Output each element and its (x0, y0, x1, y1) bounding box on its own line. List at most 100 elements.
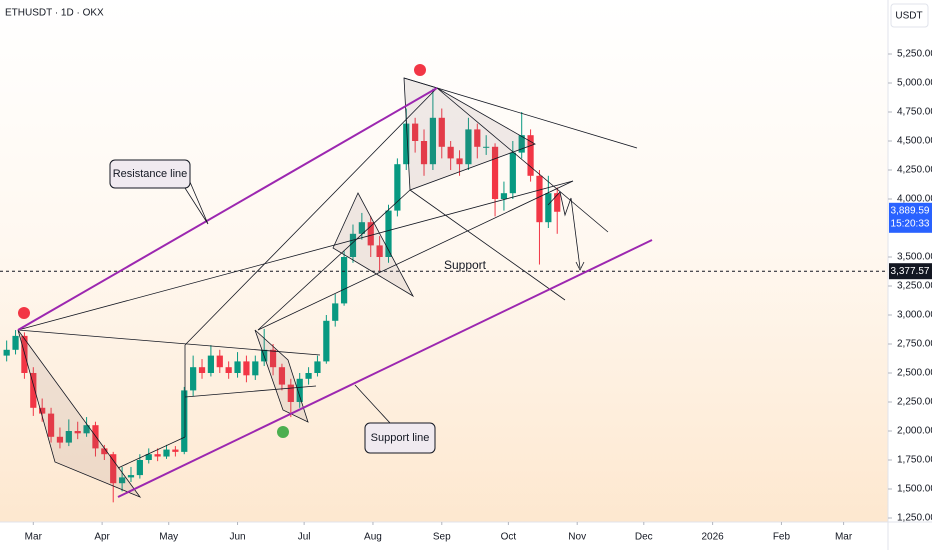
triangle (17, 329, 142, 498)
y-tick-label: 1,500.00 (897, 484, 932, 495)
candle-body (527, 135, 534, 176)
candle-body (207, 355, 215, 373)
x-tick-label: May (159, 532, 178, 543)
trend-line (17, 329, 321, 356)
trend-line (436, 87, 609, 233)
candle-body (136, 459, 143, 476)
y-tick-label: 3,250.00 (897, 281, 932, 292)
candle-body (198, 367, 206, 373)
y-tick-label: 1,250.00 (897, 513, 932, 524)
x-tick-label: Sep (433, 532, 451, 543)
callout-label: Support line (371, 432, 430, 444)
candle-body (447, 146, 454, 159)
candle-body (394, 164, 401, 211)
y-tick-label: 2,500.00 (897, 368, 932, 379)
candle-body (234, 361, 241, 373)
candle-body (305, 372, 312, 379)
signal-dot (414, 64, 426, 76)
time-axis-bg (0, 522, 932, 550)
candle-body (509, 152, 516, 194)
x-tick-label: Jul (298, 532, 311, 543)
price-line-label: 3,377.57 (891, 266, 930, 277)
candle-body (154, 454, 161, 457)
y-tick-label: 4,250.00 (897, 165, 932, 176)
candle-body (429, 117, 437, 165)
candle-body (545, 193, 552, 223)
candle-body (127, 475, 135, 478)
candle-body (332, 303, 339, 321)
candle-body (554, 193, 561, 212)
candle-body (172, 449, 179, 452)
x-tick-label: Aug (364, 532, 382, 543)
x-tick-label: Jun (229, 532, 245, 543)
y-tick-label: 2,250.00 (897, 397, 932, 408)
trend-line (184, 385, 317, 398)
candle-body (278, 367, 286, 385)
candle-body (287, 384, 294, 402)
candle-body (39, 407, 46, 414)
candle-body (323, 320, 330, 362)
candle-body (145, 454, 152, 460)
candle-body (92, 425, 99, 449)
callout-box (109, 159, 191, 189)
arrow-head (575, 261, 585, 271)
price-line-tag (889, 263, 932, 280)
candle-body (56, 436, 64, 443)
candle-body (518, 135, 525, 153)
candle-body (118, 477, 126, 484)
candle-body (420, 140, 428, 165)
x-tick-label: Nov (568, 532, 586, 543)
y-tick-label: 2,750.00 (897, 339, 932, 350)
candle-body (163, 449, 170, 457)
candle-body (385, 210, 392, 257)
support-label: Support (444, 258, 487, 272)
candle-body (181, 390, 188, 452)
callout-box (364, 422, 436, 454)
candle-body (465, 129, 472, 165)
y-tick-label: 5,000.00 (897, 78, 932, 89)
last-price-label: 3,889.59 (891, 205, 930, 216)
candle-body (65, 430, 72, 443)
candle-body (269, 349, 277, 368)
candle-body (367, 222, 374, 246)
candle-body (358, 222, 365, 234)
candle-body (491, 146, 499, 199)
callout-label: Resistance line (113, 168, 188, 180)
candle-body (438, 117, 445, 147)
candle-body (314, 361, 321, 373)
candle-body (74, 430, 81, 434)
trend-line (257, 189, 411, 331)
trend-line (403, 77, 638, 149)
countdown: 15:20:33 (891, 218, 930, 229)
x-tick-label: Oct (501, 532, 517, 543)
candle-body (403, 123, 410, 165)
candle-body (30, 372, 37, 408)
candle-body (376, 245, 383, 257)
candle-body (216, 355, 223, 368)
last-price-tag (889, 202, 932, 233)
x-tick-label: Apr (94, 532, 110, 543)
candle-body (110, 454, 117, 484)
candle-body (340, 256, 348, 304)
symbol-title: ETHUSDT · 1D · OKX (5, 8, 104, 19)
support-channel (117, 239, 653, 498)
currency-box (890, 3, 929, 28)
candle-body (252, 361, 259, 376)
y-tick-label: 4,000.00 (897, 194, 932, 205)
trend-line (17, 180, 574, 331)
projection (547, 191, 581, 269)
candle-body (296, 378, 303, 402)
resistance-channel (17, 87, 438, 331)
x-tick-label: Mar (835, 532, 853, 543)
currency: USDT (895, 11, 922, 22)
y-tick-label: 3,000.00 (897, 310, 932, 321)
trend-line (117, 436, 186, 469)
candle-body (483, 146, 490, 148)
candle-body (412, 123, 419, 141)
x-tick-label: Mar (25, 532, 43, 543)
candle-body (225, 367, 232, 373)
candle-body (83, 425, 90, 434)
signal-dot (18, 307, 30, 319)
y-tick-label: 1,750.00 (897, 455, 932, 466)
